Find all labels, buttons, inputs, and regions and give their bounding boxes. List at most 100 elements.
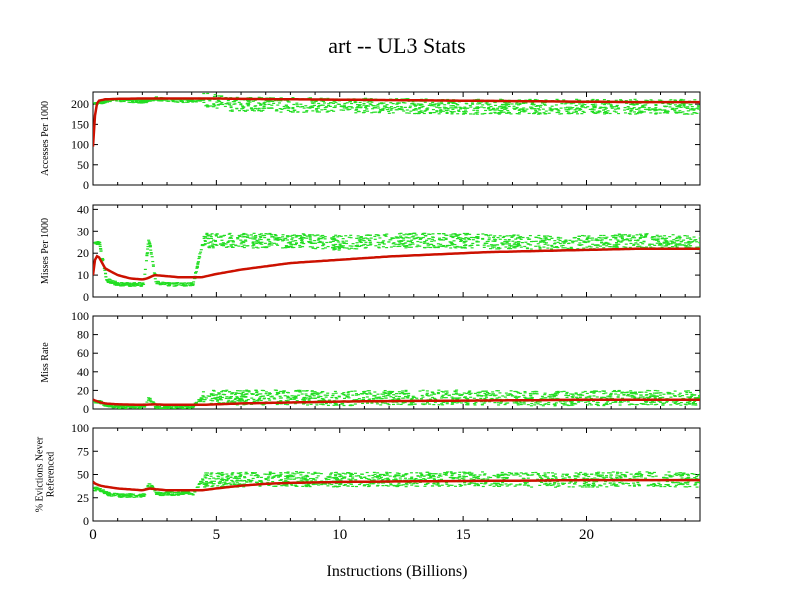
sample-point xyxy=(580,105,584,107)
sample-point xyxy=(421,105,425,108)
sample-point xyxy=(255,108,259,110)
sample-point xyxy=(268,232,272,235)
sample-point xyxy=(615,104,619,107)
sample-point xyxy=(616,396,620,398)
sample-point xyxy=(98,245,102,248)
sample-point xyxy=(420,111,424,114)
sample-point xyxy=(686,106,690,108)
sample-point xyxy=(272,397,276,399)
sample-point xyxy=(541,405,545,407)
sample-point xyxy=(235,107,239,109)
sample-point xyxy=(245,393,249,395)
sample-point xyxy=(349,234,353,236)
sample-point xyxy=(569,103,573,105)
sample-point xyxy=(336,246,340,248)
sample-point xyxy=(381,473,385,476)
sample-point xyxy=(286,399,290,401)
sample-point xyxy=(602,234,606,237)
sample-point xyxy=(668,485,672,488)
sample-point xyxy=(473,485,477,487)
sample-point xyxy=(572,111,576,113)
sample-point xyxy=(476,98,480,100)
sample-point xyxy=(437,404,441,406)
sample-point xyxy=(116,282,120,284)
sample-point xyxy=(633,237,637,239)
sample-point xyxy=(658,484,662,486)
sample-point xyxy=(125,99,129,101)
sample-point xyxy=(482,474,486,476)
sample-point xyxy=(218,398,222,400)
sample-point xyxy=(135,101,139,104)
sample-point xyxy=(491,236,495,238)
sample-point xyxy=(518,103,522,105)
sample-point xyxy=(147,241,151,243)
sample-point xyxy=(403,245,407,247)
sample-point xyxy=(260,246,264,248)
sample-point xyxy=(273,233,277,236)
sample-point xyxy=(385,247,389,249)
sample-point xyxy=(128,495,132,497)
sample-point xyxy=(368,244,372,246)
sample-point xyxy=(186,100,190,102)
sample-point xyxy=(371,477,375,479)
sample-point xyxy=(240,234,244,236)
sample-point xyxy=(626,391,630,393)
cumulative-line xyxy=(93,398,700,407)
sample-point xyxy=(397,482,401,484)
sample-point xyxy=(357,110,361,112)
sample-point xyxy=(383,105,387,107)
sample-point xyxy=(275,389,279,391)
sample-point xyxy=(602,111,606,114)
sample-point xyxy=(398,477,402,479)
sample-point xyxy=(293,243,297,246)
sample-point xyxy=(116,284,120,286)
sample-point xyxy=(215,244,219,246)
sample-point xyxy=(359,238,363,240)
sample-point xyxy=(640,106,644,108)
sample-point xyxy=(252,110,256,112)
sample-point xyxy=(669,243,673,245)
sample-point xyxy=(639,110,643,113)
sample-point xyxy=(505,112,509,114)
sample-point xyxy=(180,101,184,103)
sample-point xyxy=(634,473,638,475)
sample-point xyxy=(366,110,370,112)
sample-point xyxy=(394,236,398,238)
sample-point xyxy=(602,392,606,395)
sample-point xyxy=(327,104,331,107)
sample-point xyxy=(218,243,222,245)
sample-point xyxy=(449,235,453,238)
sample-point xyxy=(100,103,104,105)
sample-point xyxy=(122,100,126,103)
sample-point xyxy=(638,237,642,240)
sample-point xyxy=(248,101,252,103)
sample-point xyxy=(443,104,447,106)
sample-point xyxy=(575,107,579,109)
sample-point xyxy=(418,245,422,247)
sample-point xyxy=(167,100,171,102)
sample-point xyxy=(109,279,113,281)
sample-point xyxy=(602,237,606,239)
sample-point xyxy=(294,395,298,397)
sample-point xyxy=(553,108,557,110)
sample-point xyxy=(161,281,165,283)
sample-point xyxy=(408,106,412,109)
sample-point xyxy=(574,240,578,242)
sample-point xyxy=(675,400,679,402)
sample-point xyxy=(157,100,161,102)
sample-point xyxy=(410,233,414,235)
sample-point xyxy=(562,400,566,402)
sample-point xyxy=(171,100,175,102)
sample-point xyxy=(429,394,433,396)
sample-point xyxy=(121,284,125,286)
sample-point xyxy=(301,105,305,108)
sample-point xyxy=(513,245,517,248)
sample-point xyxy=(282,107,286,110)
sample-point xyxy=(505,103,509,105)
sample-point xyxy=(261,235,265,237)
sample-point xyxy=(493,112,497,114)
sample-point xyxy=(193,491,197,493)
sample-point xyxy=(259,238,263,241)
